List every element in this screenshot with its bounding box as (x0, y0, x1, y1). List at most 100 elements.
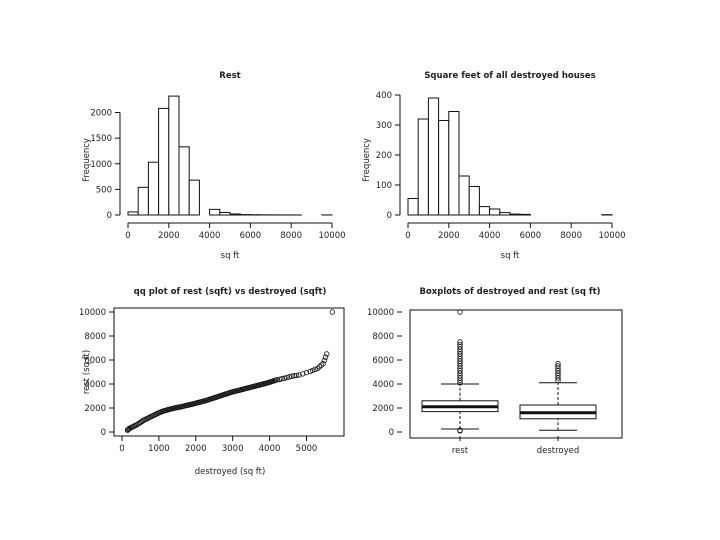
x-tick-label: 6000 (520, 231, 542, 241)
x-tick-label: 0 (119, 444, 124, 454)
y-tick-label: 100 (376, 181, 392, 191)
qq-point (312, 366, 318, 373)
points (113, 307, 345, 437)
y-tick-label: 300 (376, 121, 392, 131)
x-tick-label: rest (452, 446, 469, 456)
boxplots: Boxplots of destroyed and rest (sq ft) 0… (367, 287, 623, 456)
y-tick-label: 8000 (372, 332, 394, 342)
histogram-bar (168, 95, 180, 216)
histogram-bar (209, 208, 221, 216)
qq-point (284, 374, 290, 381)
plot-frame (409, 309, 623, 439)
histogram-bar (178, 146, 190, 216)
histogram-bar (407, 198, 419, 216)
x-tick-label: 8000 (560, 231, 582, 241)
qq-point (291, 373, 297, 379)
y-axis-label: rest (sq ft) (82, 350, 92, 394)
x-axis-label: sq ft (501, 251, 520, 261)
x-tick-label: 10000 (598, 231, 625, 241)
x-axis: 0 2000 4000 6000 8000 10000 (405, 222, 626, 241)
qq-plot: qq plot of rest (sqft) vs destroyed (sqf… (79, 287, 345, 477)
outlier-point (457, 339, 463, 345)
y-axis-label: Frequency (362, 138, 372, 182)
histogram-bar (489, 208, 501, 216)
outlier-point (555, 363, 561, 369)
qq-point (321, 357, 328, 364)
x-tick-label: destroyed (537, 446, 580, 456)
histogram-bar (158, 107, 170, 216)
x-tick-label: 4000 (259, 444, 281, 454)
y-tick-label: 2000 (372, 404, 394, 414)
chart-title: Boxplots of destroyed and rest (sq ft) (419, 287, 600, 297)
y-tick-label: 10000 (79, 308, 106, 318)
qq-point (322, 354, 329, 360)
y-tick-label: 6000 (84, 356, 106, 366)
qq-point (309, 367, 316, 374)
qq-point (289, 373, 295, 379)
y-tick-label: 2000 (84, 404, 106, 414)
outlier-point (457, 427, 463, 433)
x-tick-label: 6000 (240, 231, 262, 241)
histogram-bar (127, 211, 139, 216)
histogram-bar (147, 161, 160, 216)
y-tick-label: 10000 (367, 308, 394, 318)
boxes (421, 309, 597, 434)
qq-point (293, 372, 300, 379)
x-tick-label: 2000 (158, 231, 180, 241)
x-tick-label: 8000 (280, 231, 302, 241)
chart-title: qq plot of rest (sqft) vs destroyed (sqf… (134, 287, 327, 297)
plot-frame (113, 307, 345, 437)
x-tick-label: 5000 (296, 444, 318, 454)
qq-point (329, 309, 336, 315)
x-tick-label: 1000 (148, 444, 170, 454)
qq-point (320, 360, 326, 367)
x-tick-label: 0 (125, 231, 130, 241)
box-destroyed (519, 360, 597, 431)
x-tick-label: 2000 (438, 231, 460, 241)
y-tick-label: 6000 (372, 356, 394, 366)
x-axis-label: sq ft (221, 251, 240, 261)
chart-title: Rest (219, 71, 240, 81)
y-tick-label: 0 (389, 428, 394, 438)
qq-point (307, 368, 313, 375)
histogram-bar (427, 97, 440, 216)
bars (407, 97, 613, 216)
box-rest (421, 309, 499, 434)
histogram-bar (478, 206, 491, 216)
x-axis: rest destroyed (452, 436, 579, 456)
x-tick-label: 0 (405, 231, 410, 241)
histogram-bar (499, 212, 511, 216)
qq-point (296, 372, 302, 378)
histogram-bar (458, 175, 470, 216)
histogram-bar (448, 111, 460, 216)
y-tick-label: 1000 (90, 160, 112, 170)
y-axis: 0 500 1000 1500 2000 (90, 109, 121, 221)
qq-point (274, 377, 280, 383)
x-axis: 0 1000 2000 3000 4000 5000 (119, 436, 317, 454)
outlier-point (457, 309, 463, 315)
histogram-bar (417, 118, 429, 216)
x-tick-label: 2000 (185, 444, 207, 454)
y-tick-label: 0 (101, 428, 106, 438)
qq-point (279, 376, 285, 382)
histogram-bar (188, 179, 200, 216)
outlier-point (457, 341, 463, 348)
histogram-bar (137, 186, 149, 216)
y-tick-label: 500 (96, 185, 112, 195)
y-tick-label: 4000 (84, 380, 106, 390)
histogram-bar (438, 120, 450, 216)
y-axis-label: Frequency (82, 138, 92, 182)
x-tick-label: 3000 (222, 444, 244, 454)
qq-point (286, 374, 292, 380)
histogram-rest: Rest 0 500 1000 1500 2000 0 2000 4000 6000 8000 1… (82, 71, 346, 261)
chart-title: Square feet of all destroyed houses (424, 71, 595, 81)
qq-point (276, 376, 283, 382)
y-tick-label: 0 (387, 211, 392, 221)
histogram-bar (229, 213, 241, 216)
histogram-bar (468, 186, 480, 216)
outlier-point (555, 360, 561, 367)
y-tick-label: 1500 (90, 134, 112, 144)
y-axis: 0 2000 4000 6000 8000 10000 (367, 308, 402, 438)
y-tick-label: 400 (376, 91, 392, 101)
